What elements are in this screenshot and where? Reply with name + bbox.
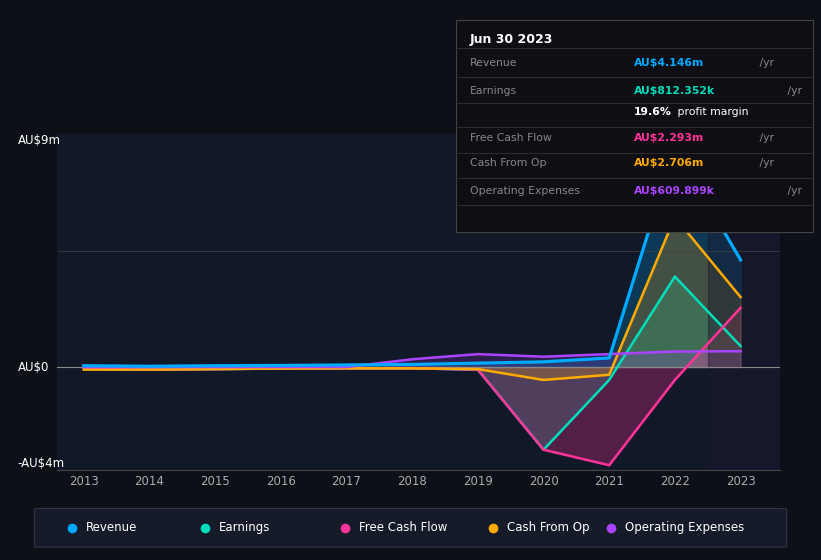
Text: Revenue: Revenue — [470, 58, 517, 68]
Text: Operating Expenses: Operating Expenses — [625, 521, 744, 534]
FancyBboxPatch shape — [34, 508, 787, 547]
Text: profit margin: profit margin — [673, 107, 748, 117]
Text: AU$2.293m: AU$2.293m — [635, 133, 704, 143]
Text: /yr: /yr — [756, 133, 774, 143]
Text: Revenue: Revenue — [85, 521, 137, 534]
Text: Cash From Op: Cash From Op — [507, 521, 589, 534]
Text: Free Cash Flow: Free Cash Flow — [470, 133, 552, 143]
Text: /yr: /yr — [783, 186, 801, 196]
Text: AU$812.352k: AU$812.352k — [635, 86, 715, 96]
Text: AU$9m: AU$9m — [18, 134, 61, 147]
Text: AU$0: AU$0 — [18, 361, 49, 374]
Text: Cash From Op: Cash From Op — [470, 158, 547, 168]
Text: AU$609.899k: AU$609.899k — [635, 186, 715, 196]
Text: Free Cash Flow: Free Cash Flow — [359, 521, 447, 534]
Text: Earnings: Earnings — [218, 521, 270, 534]
Text: /yr: /yr — [756, 58, 774, 68]
Text: Operating Expenses: Operating Expenses — [470, 186, 580, 196]
Text: /yr: /yr — [783, 86, 801, 96]
FancyBboxPatch shape — [456, 20, 813, 232]
Text: AU$4.146m: AU$4.146m — [635, 58, 704, 68]
Text: 19.6%: 19.6% — [635, 107, 672, 117]
Bar — [708, 134, 780, 470]
Text: Jun 30 2023: Jun 30 2023 — [470, 34, 553, 46]
Text: /yr: /yr — [756, 158, 774, 168]
Text: Earnings: Earnings — [470, 86, 517, 96]
Text: -AU$4m: -AU$4m — [18, 458, 65, 470]
Text: AU$2.706m: AU$2.706m — [635, 158, 704, 168]
